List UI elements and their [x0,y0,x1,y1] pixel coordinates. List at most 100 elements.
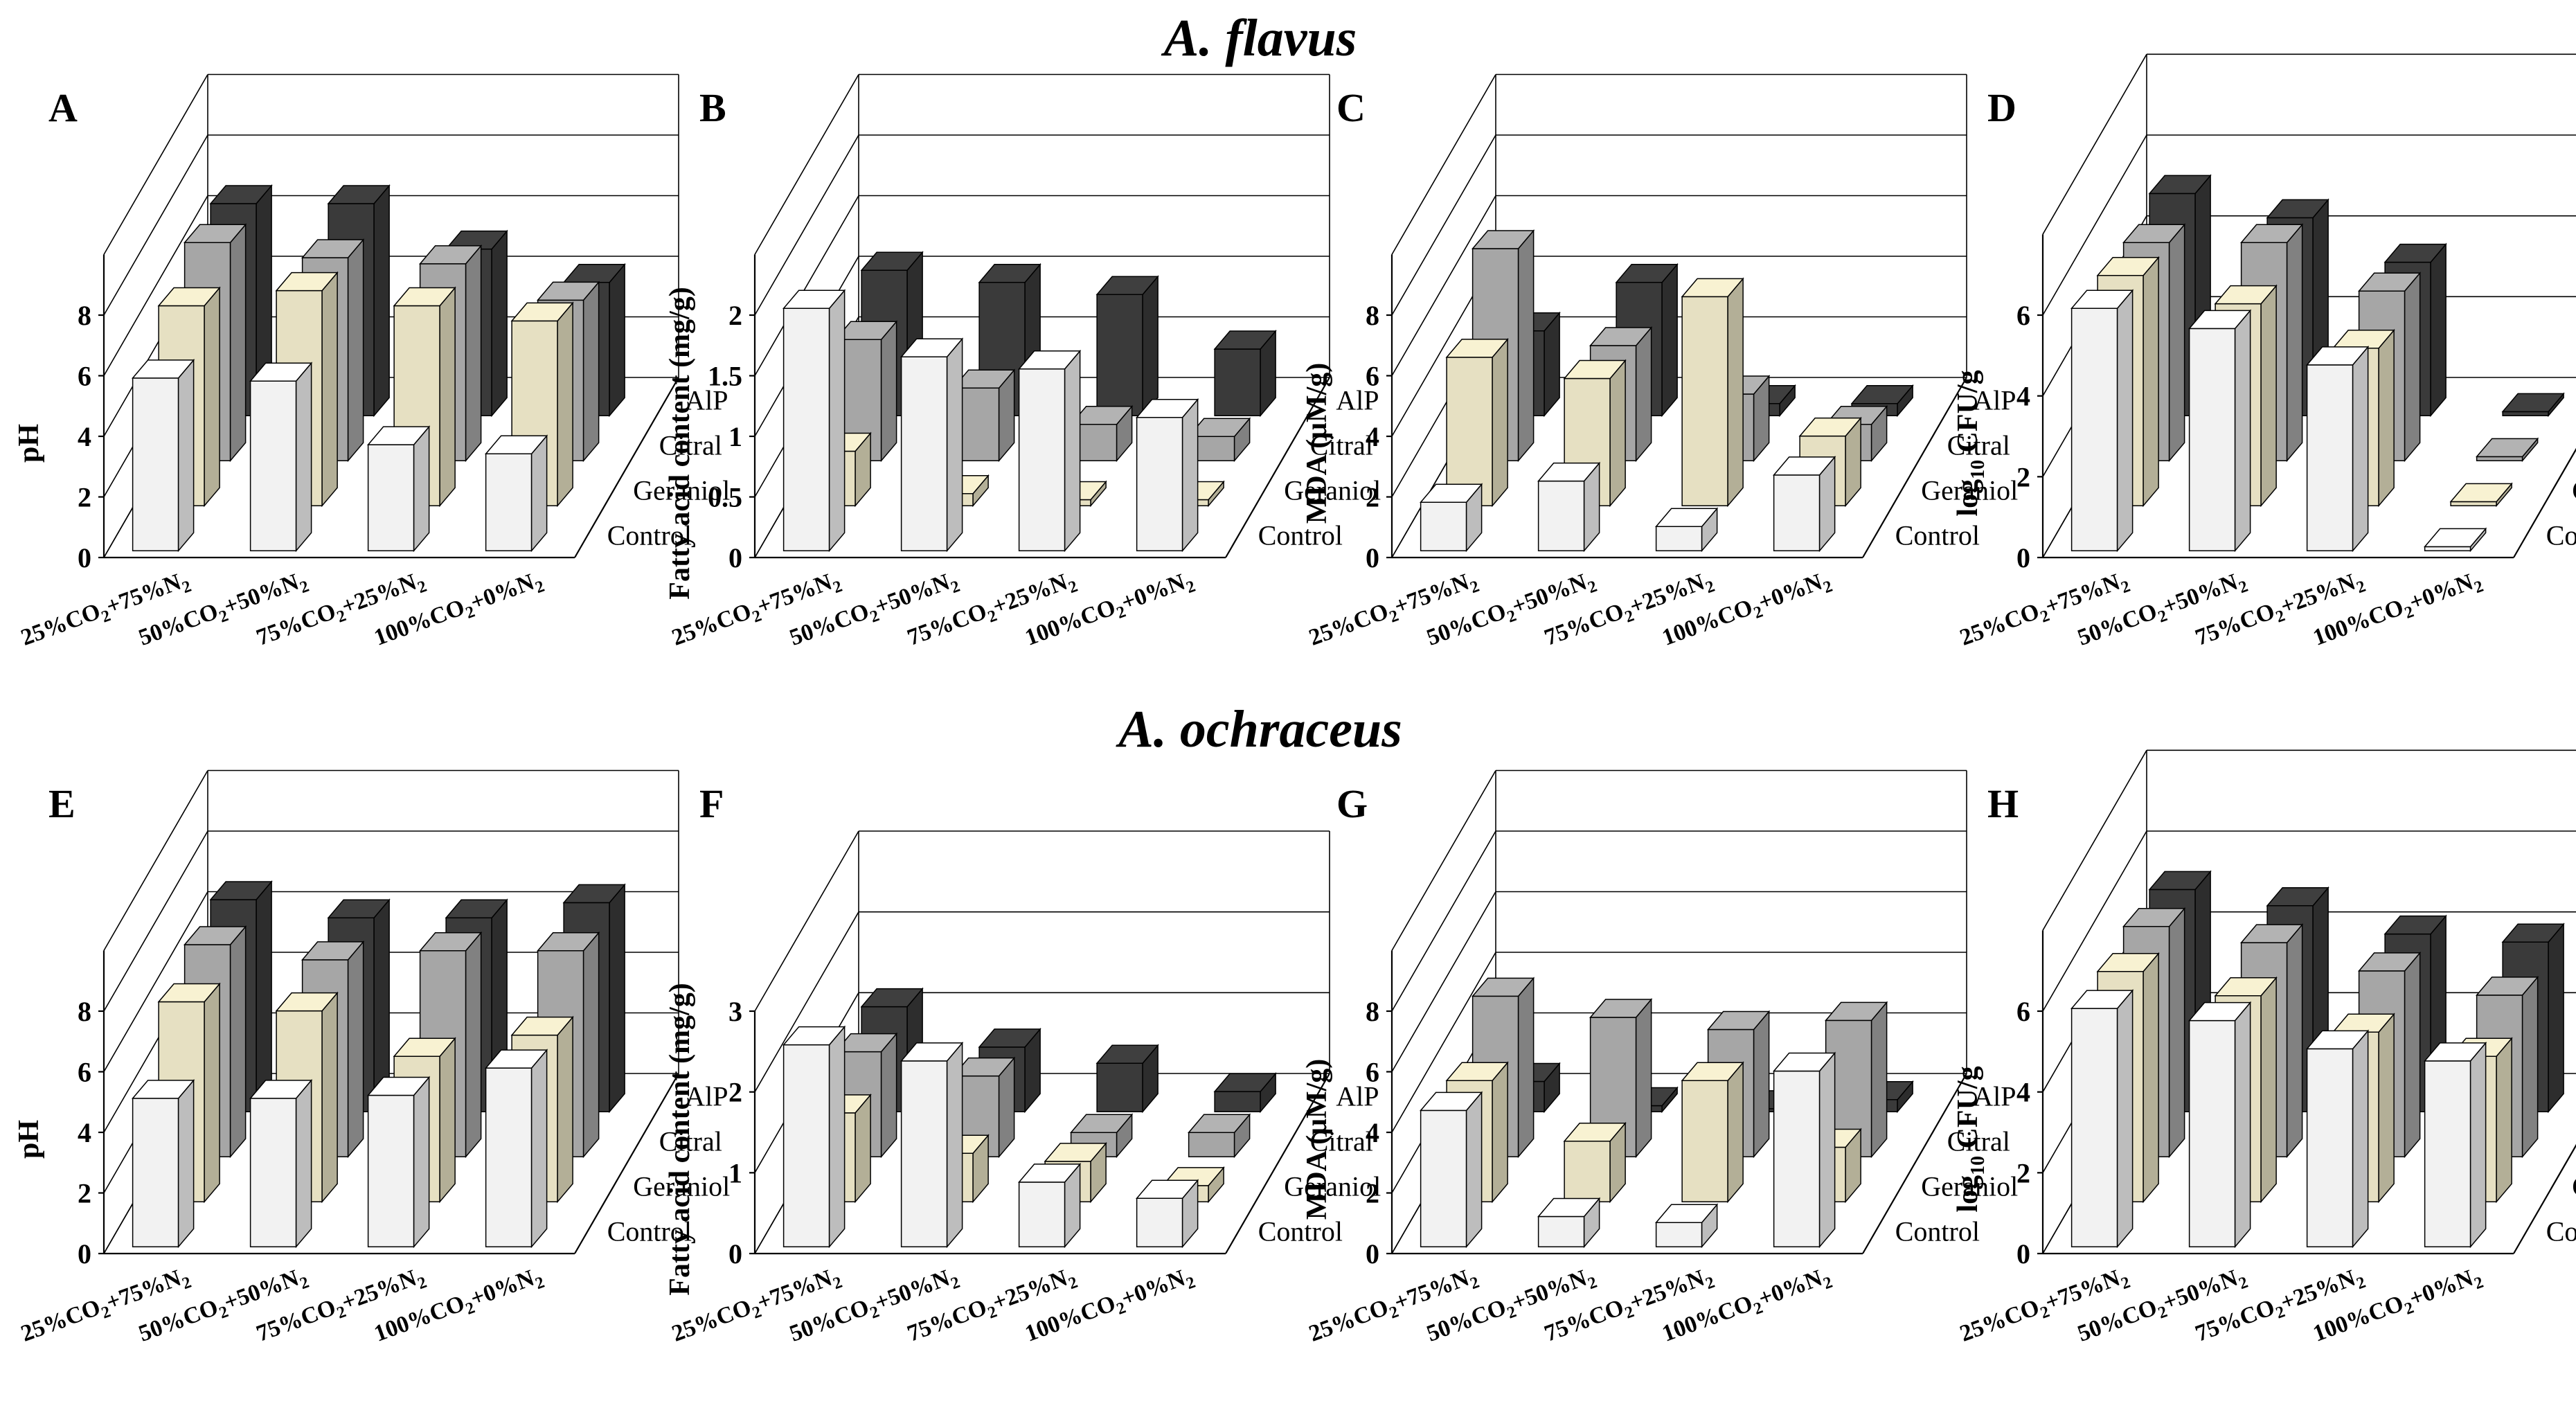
bar-side [2260,976,2277,1204]
bar [1420,1091,1483,1249]
bar-side [1753,1010,1770,1159]
bar-side [880,320,897,463]
bar-top [2096,257,2160,276]
bar-top [510,302,574,322]
bar-top [2188,310,2252,330]
bar-top [860,251,924,271]
bar-top [1136,1179,1199,1199]
y-tick-label: 0 [728,1238,742,1269]
bar-front [2476,456,2523,462]
bar-side [491,229,508,418]
gridline-side [754,134,859,316]
bar-top [445,899,508,918]
series-label-control: Control [1258,520,1343,551]
bar-top [2148,871,2212,891]
bar-side [295,1078,312,1249]
series-label-citral: Citral [1310,1126,1373,1157]
bar [1655,1203,1719,1249]
bar-top [1563,1123,1627,1142]
gridline-side [103,134,208,316]
series-label-control: Control [607,1216,692,1247]
bar-top [2148,175,2212,195]
panel-letter-G: G [1336,781,1368,826]
bar-top [1589,327,1653,346]
bar [1018,1162,1082,1249]
bar-side [1492,337,1508,508]
bar-side [2116,989,2134,1249]
bar-front [1655,1222,1703,1247]
y-tick-label: 4 [2016,1077,2030,1108]
y-tick-label: 8 [1366,996,1379,1027]
panel-A-bars [132,184,626,553]
bar-front [485,453,533,551]
y-tick-label: 6 [78,361,91,392]
bar-front [2188,328,2236,551]
bar-side [1142,275,1159,418]
bar-side [2168,223,2185,463]
bar-front [1136,1197,1183,1247]
bar-top [1445,1062,1509,1081]
series-label-alp: AlP [1336,385,1379,416]
bar [132,1078,195,1249]
bar-top [537,932,600,952]
bar-top [2240,924,2304,943]
bar-top [2214,977,2278,997]
bar-top [2214,285,2278,305]
y-tick-label: 0 [78,542,91,573]
series-label-alp: AlP [685,385,728,416]
bar-side [582,280,600,463]
bar-top [2501,923,2565,943]
bar-front [1096,294,1143,416]
bar-top [2358,272,2422,292]
series-label-geraniol: Geraniol [633,1171,730,1202]
bar [1563,1121,1627,1204]
bar-front [1537,480,1585,551]
bar-top [275,271,339,292]
bar-front [367,444,415,551]
bar-side [2352,1029,2369,1249]
bar-top [2266,199,2329,219]
bar [1136,1179,1199,1249]
y-tick-label: 6 [2016,996,2030,1027]
bar-top [1136,399,1199,418]
bar-top [2358,952,2422,972]
bar-top [900,1042,964,1062]
bar-side [557,301,573,508]
bar-front [2306,364,2354,552]
y-tick-label: 2 [728,300,742,331]
y-tick-label: 2 [78,1178,91,1209]
bar [2424,527,2487,553]
y-axis-label: log10 CFU/g [1952,1066,1989,1212]
bar-side [530,1049,548,1249]
bar-front [1420,1109,1467,1247]
bar-top [562,884,626,904]
bar-top [367,1076,431,1096]
bar-side [347,940,364,1159]
bar-top [1773,456,1836,476]
bar-front [132,377,179,551]
y-tick-label: 8 [78,300,91,331]
bar-top [1188,418,1251,437]
bar-side [828,1025,846,1249]
series-label-geraniol: Geraniol [1921,475,2018,506]
bar [2188,1001,2252,1249]
series-label-geraniol: Geraniol [1921,1171,2018,1202]
series-label-control: Control [607,520,692,551]
bar-side [321,991,338,1204]
bar-top [1420,483,1483,503]
y-tick-label: 2 [1366,1178,1379,1209]
bar-side [1870,1001,1888,1159]
bar-front [900,1060,948,1247]
bar-front [2450,501,2497,507]
bar-side [439,1037,456,1204]
bar-front [1096,1062,1143,1112]
bar-top [367,426,431,445]
y-axis-label: Fatty acid content (mg/g) [664,287,696,599]
bar-top [2122,908,2186,927]
bar-top [1681,1062,1744,1081]
y-tick-label: 2 [1366,482,1379,513]
y-tick-label: 2 [78,482,91,513]
depth-axis [1862,1073,1967,1254]
series-label-citral: Citral [659,1126,722,1157]
series-label-control: Control [1258,1216,1343,1247]
